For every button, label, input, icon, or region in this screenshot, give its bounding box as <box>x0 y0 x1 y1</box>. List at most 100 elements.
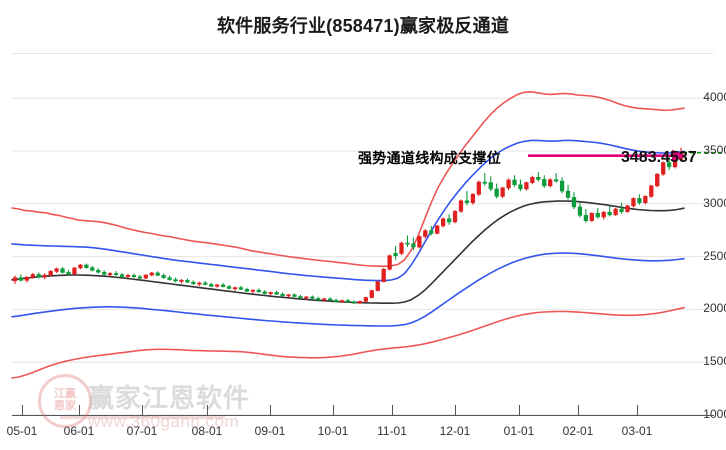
candlestick <box>643 195 648 205</box>
candle-body <box>12 277 18 282</box>
candle-body <box>209 284 214 287</box>
candle-body <box>96 269 101 273</box>
x-axis-tick-label: 11-01 <box>377 424 407 438</box>
x-axis-tick <box>519 405 520 415</box>
candlestick <box>48 270 53 277</box>
channel-line <box>11 306 685 379</box>
candle-body <box>84 264 89 268</box>
candlestick <box>601 211 606 220</box>
y-axis-tick-label: 1500 <box>703 354 726 369</box>
candle-body <box>435 225 440 234</box>
candle-body <box>482 181 487 184</box>
candlestick <box>589 212 594 222</box>
candlestick <box>102 270 107 276</box>
candle-body <box>631 198 636 207</box>
candlestick <box>661 161 666 176</box>
candle-body <box>197 282 202 285</box>
annotation-arrow-head <box>672 149 688 162</box>
candle-body <box>102 271 107 275</box>
candle-body <box>488 182 493 190</box>
candle-body <box>524 182 529 190</box>
candle-body <box>661 162 666 175</box>
candle-body <box>536 177 541 180</box>
candle-body <box>42 274 47 278</box>
x-axis-tick-label: 07-01 <box>126 424 158 438</box>
candle-body <box>405 242 410 245</box>
candlestick <box>387 254 392 271</box>
candle-body <box>452 211 458 223</box>
candlestick <box>500 186 505 198</box>
candle-body <box>518 184 523 190</box>
candle-body <box>72 267 77 275</box>
candle-body <box>280 293 285 297</box>
candle-body <box>399 242 404 254</box>
candlestick <box>357 300 363 305</box>
candle-body <box>583 215 589 221</box>
candle-body <box>232 287 238 290</box>
candlestick <box>274 290 279 296</box>
candlestick <box>637 194 642 205</box>
candlestick <box>393 246 398 260</box>
candlestick <box>363 296 368 303</box>
candlestick <box>30 272 35 279</box>
candlestick <box>506 178 511 191</box>
candlestick <box>149 271 154 277</box>
candlestick <box>12 275 18 285</box>
candlestick <box>238 285 244 291</box>
candlestick <box>542 175 547 188</box>
candlestick <box>423 229 428 239</box>
candle-body <box>655 173 660 187</box>
candle-body <box>601 211 606 218</box>
x-axis-tick-label: 09-01 <box>254 424 286 438</box>
candlestick <box>595 207 600 219</box>
candle-body <box>589 212 594 221</box>
candlestick <box>298 294 303 299</box>
candle-body <box>24 276 30 281</box>
y-axis-tick-label: 3500 <box>703 142 726 157</box>
candle-body <box>298 296 303 299</box>
candle-body <box>173 279 178 282</box>
candle-body <box>375 281 380 291</box>
candlestick <box>441 217 446 228</box>
candlestick <box>280 292 285 297</box>
candle-body <box>119 274 125 277</box>
candlestick <box>42 273 47 280</box>
candle-body <box>322 298 327 301</box>
candlestick <box>36 272 41 279</box>
candle-body <box>66 272 71 275</box>
candle-body <box>54 268 59 272</box>
candle-body <box>274 292 279 295</box>
candlestick <box>173 277 178 283</box>
candle-body <box>30 274 35 278</box>
candle-body <box>446 218 452 223</box>
x-axis-tick <box>637 405 638 415</box>
candlestick <box>583 209 589 223</box>
candlestick <box>411 237 416 251</box>
x-axis-tick-label: 10-01 <box>317 424 349 438</box>
candlestick <box>548 178 553 188</box>
channel-line <box>11 200 685 304</box>
candle-body <box>161 275 166 278</box>
x-axis-tick-label: 06-01 <box>63 424 95 438</box>
candlestick <box>107 272 113 277</box>
candle-body <box>643 196 648 203</box>
candlestick <box>446 214 452 225</box>
candlestick <box>84 263 89 269</box>
candle-body <box>143 274 148 279</box>
candlestick <box>625 204 630 213</box>
candle-body <box>363 297 368 302</box>
candle-body <box>530 177 535 183</box>
candle-body <box>149 272 154 276</box>
x-axis-tick <box>22 405 23 415</box>
candlestick <box>518 179 523 192</box>
y-axis-tick-label: 3000 <box>703 195 726 210</box>
candlestick <box>232 286 238 291</box>
candle-body <box>292 294 297 297</box>
candle-body <box>625 205 630 212</box>
candle-body <box>512 179 517 186</box>
candle-body <box>423 230 428 237</box>
page-title: 软件服务行业(858471)赢家极反通道 <box>216 16 510 36</box>
candle-body <box>619 208 624 212</box>
candle-body <box>595 212 600 218</box>
